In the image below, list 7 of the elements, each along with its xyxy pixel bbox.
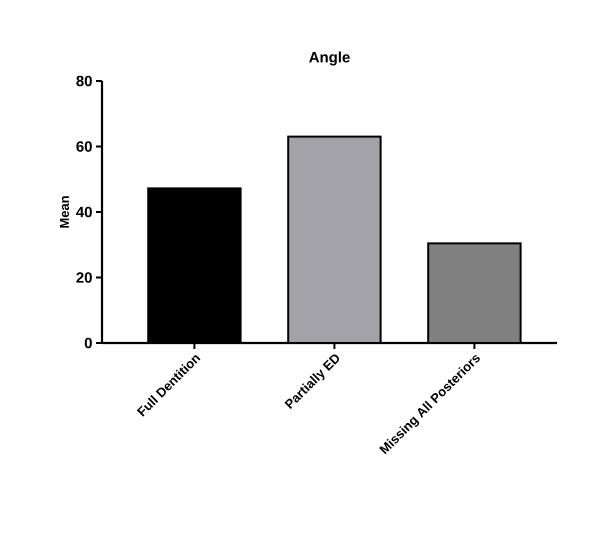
y-tick-label: 60 <box>76 141 92 152</box>
y-tick-label: 40 <box>76 206 92 218</box>
y-tick-label: 0 <box>84 338 92 348</box>
y-axis-title: Mean <box>60 196 70 228</box>
y-tick-label: 20 <box>76 272 92 283</box>
y-tick-label: 80 <box>76 76 92 86</box>
chart-title: Angle <box>309 52 350 66</box>
